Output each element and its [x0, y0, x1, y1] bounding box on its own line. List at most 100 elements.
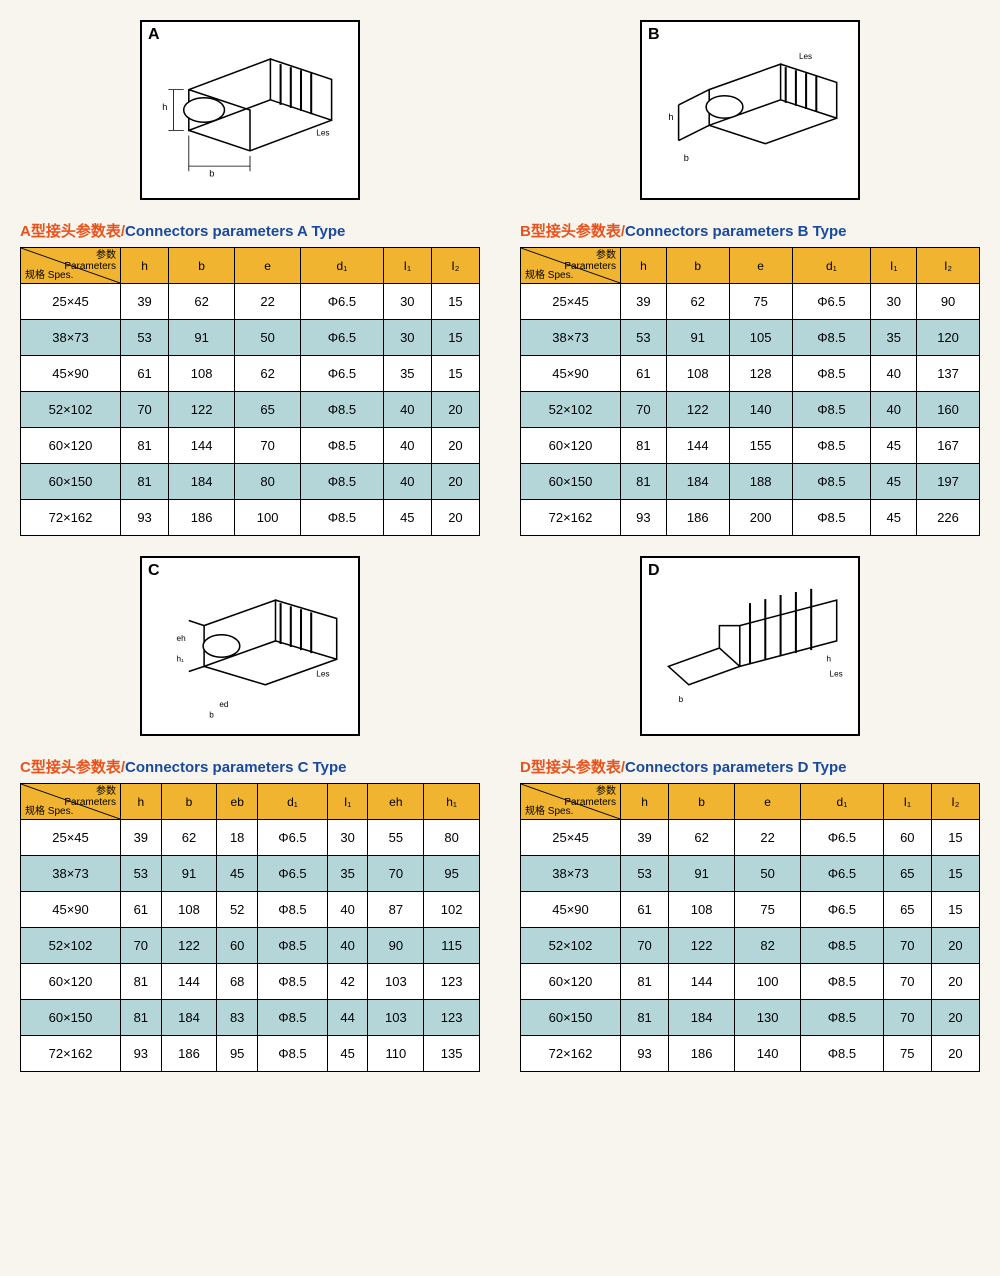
data-cell: 81 [121, 1000, 162, 1036]
data-cell: 83 [217, 1000, 258, 1036]
table-title-b: B型接头参数表/Connectors parameters B Type [520, 220, 980, 241]
table-row: 60×1508118480Φ8.54020 [21, 464, 480, 500]
section-c: C eh h₁ ed b Les C型接头参数表/Connectors para… [20, 556, 480, 1072]
table-row: 52×10270122140Φ8.540160 [521, 392, 980, 428]
page-grid: A b h Les A型接头参数表/Conn [20, 20, 980, 1072]
data-cell: 68 [217, 964, 258, 1000]
data-cell: 184 [169, 464, 235, 500]
table-title-c: C型接头参数表/Connectors parameters C Type [20, 756, 480, 777]
spec-cell: 38×73 [21, 856, 121, 892]
data-cell: 39 [621, 284, 667, 320]
data-cell: 115 [424, 928, 480, 964]
data-cell: 40 [383, 392, 431, 428]
column-header: h [621, 784, 669, 820]
data-cell: 53 [621, 320, 667, 356]
data-cell: 35 [327, 856, 368, 892]
data-cell: 81 [121, 964, 162, 1000]
spec-cell: 72×162 [21, 1036, 121, 1072]
data-cell: 70 [621, 928, 669, 964]
data-cell: 22 [235, 284, 301, 320]
data-cell: 45 [871, 464, 917, 500]
data-cell: 75 [729, 284, 792, 320]
data-cell: 110 [368, 1036, 424, 1072]
table-row: 25×45396218Φ6.5305580 [21, 820, 480, 856]
data-cell: Φ8.5 [258, 1000, 328, 1036]
data-cell: 70 [121, 928, 162, 964]
data-cell: 20 [431, 464, 479, 500]
diagram-label-c: C [148, 562, 160, 580]
svg-text:b: b [209, 710, 214, 719]
spec-cell: 38×73 [521, 856, 621, 892]
svg-text:h: h [162, 102, 167, 112]
data-cell: 62 [666, 284, 729, 320]
data-cell: 39 [121, 284, 169, 320]
table-row: 38×73539150Φ6.56515 [521, 856, 980, 892]
data-cell: 108 [666, 356, 729, 392]
data-cell: Φ8.5 [301, 464, 384, 500]
svg-text:h: h [827, 654, 832, 663]
data-cell: 160 [917, 392, 980, 428]
svg-text:eh: eh [177, 634, 186, 643]
data-cell: 122 [169, 392, 235, 428]
svg-text:Les: Les [830, 670, 843, 679]
data-cell: 75 [735, 892, 801, 928]
data-cell: 90 [368, 928, 424, 964]
column-header: h [121, 248, 169, 284]
table-row: 38×73539145Φ6.5357095 [21, 856, 480, 892]
header-corner: 参数Parameters规格 Spes. [521, 248, 621, 284]
data-cell: 30 [327, 820, 368, 856]
data-cell: 103 [368, 1000, 424, 1036]
data-cell: 52 [217, 892, 258, 928]
data-cell: 130 [735, 1000, 801, 1036]
table-title-d: D型接头参数表/Connectors parameters D Type [520, 756, 980, 777]
data-cell: 30 [383, 284, 431, 320]
data-cell: Φ8.5 [792, 320, 871, 356]
data-cell: 95 [217, 1036, 258, 1072]
data-cell: 15 [431, 284, 479, 320]
table-row: 72×16293186200Φ8.545226 [521, 500, 980, 536]
column-header: h [621, 248, 667, 284]
data-cell: 61 [621, 892, 669, 928]
data-cell: 20 [431, 500, 479, 536]
data-cell: 200 [729, 500, 792, 536]
diagram-label-b: B [648, 26, 660, 44]
data-cell: 102 [424, 892, 480, 928]
data-cell: 35 [383, 356, 431, 392]
data-cell: Φ8.5 [258, 892, 328, 928]
data-cell: Φ8.5 [792, 356, 871, 392]
data-cell: 186 [169, 500, 235, 536]
diagram-b: B Les b h [640, 20, 860, 200]
spec-cell: 25×45 [21, 820, 121, 856]
data-cell: 91 [666, 320, 729, 356]
data-cell: 40 [383, 428, 431, 464]
table-a: 参数Parameters规格 Spes.hbed₁I₁I₂25×45396222… [20, 247, 480, 536]
column-header: b [161, 784, 217, 820]
data-cell: 20 [931, 1036, 979, 1072]
data-cell: Φ8.5 [258, 928, 328, 964]
svg-text:b: b [684, 153, 689, 163]
table-row: 25×45396222Φ6.56015 [521, 820, 980, 856]
table-row: 60×15081184130Φ8.57020 [521, 1000, 980, 1036]
svg-text:h: h [668, 112, 673, 122]
data-cell: 144 [169, 428, 235, 464]
data-cell: 15 [931, 856, 979, 892]
spec-cell: 25×45 [521, 820, 621, 856]
data-cell: 123 [424, 1000, 480, 1036]
data-cell: Φ8.5 [801, 964, 884, 1000]
column-header: I₂ [931, 784, 979, 820]
spec-cell: 45×90 [521, 356, 621, 392]
data-cell: Φ6.5 [301, 284, 384, 320]
connector-b-icon: Les b h [648, 28, 852, 192]
data-cell: 62 [161, 820, 217, 856]
spec-cell: 52×102 [521, 392, 621, 428]
table-row: 25×45396275Φ6.53090 [521, 284, 980, 320]
data-cell: 62 [235, 356, 301, 392]
svg-text:h₁: h₁ [177, 654, 185, 663]
data-cell: 45 [217, 856, 258, 892]
table-row: 38×735391105Φ8.535120 [521, 320, 980, 356]
data-cell: 122 [669, 928, 735, 964]
data-cell: 100 [735, 964, 801, 1000]
spec-cell: 25×45 [521, 284, 621, 320]
data-cell: 144 [669, 964, 735, 1000]
data-cell: 53 [121, 856, 162, 892]
